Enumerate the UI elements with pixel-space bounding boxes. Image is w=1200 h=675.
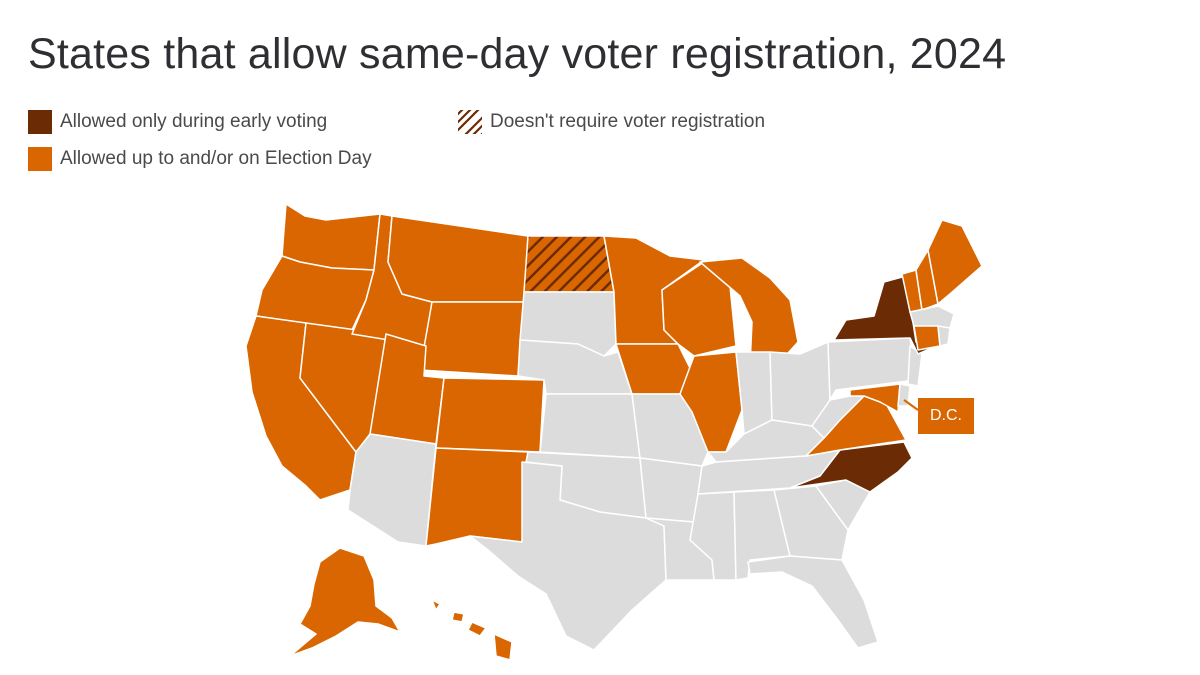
legend-swatch-election-day: [28, 147, 52, 171]
state-CO: [435, 377, 545, 453]
page-title: States that allow same-day voter registr…: [28, 30, 1007, 78]
legend-item-election-day: Allowed up to and/or on Election Day: [28, 147, 372, 171]
state-GA: [773, 485, 849, 561]
state-WY: [419, 301, 525, 377]
dc-label: D.C.: [918, 398, 974, 434]
legend-item-no-registration: Doesn't require voter registration: [458, 110, 765, 134]
state-IN: [735, 351, 773, 435]
state-NC: [789, 441, 913, 493]
state-WA: [281, 203, 381, 271]
state-TX: [469, 461, 667, 651]
state-FL: [747, 555, 879, 649]
legend-label-early-voting: Allowed only during early voting: [60, 111, 328, 132]
state-DE: [897, 383, 911, 407]
state-MI: [699, 257, 799, 367]
state-AZ: [347, 433, 437, 547]
state-MA: [909, 305, 955, 329]
state-RI: [937, 325, 951, 347]
state-AR: [639, 457, 703, 523]
legend-label-election-day: Allowed up to and/or on Election Day: [60, 148, 372, 169]
legend-swatch-early-voting: [28, 110, 52, 134]
state-AK: [289, 547, 401, 657]
state-MT: [387, 215, 529, 303]
state-CT: [913, 325, 941, 351]
legend-swatch-hatched: [458, 110, 482, 134]
state-HI: [431, 599, 513, 661]
legend-item-early-voting: Allowed only during early voting: [28, 110, 327, 134]
state-KS: [539, 393, 641, 459]
legend-label-no-registration: Doesn't require voter registration: [490, 111, 766, 132]
state-NM: [425, 447, 529, 547]
dc-leader-line: [903, 399, 919, 411]
state-ND: [523, 235, 615, 293]
state-ME: [927, 219, 983, 305]
